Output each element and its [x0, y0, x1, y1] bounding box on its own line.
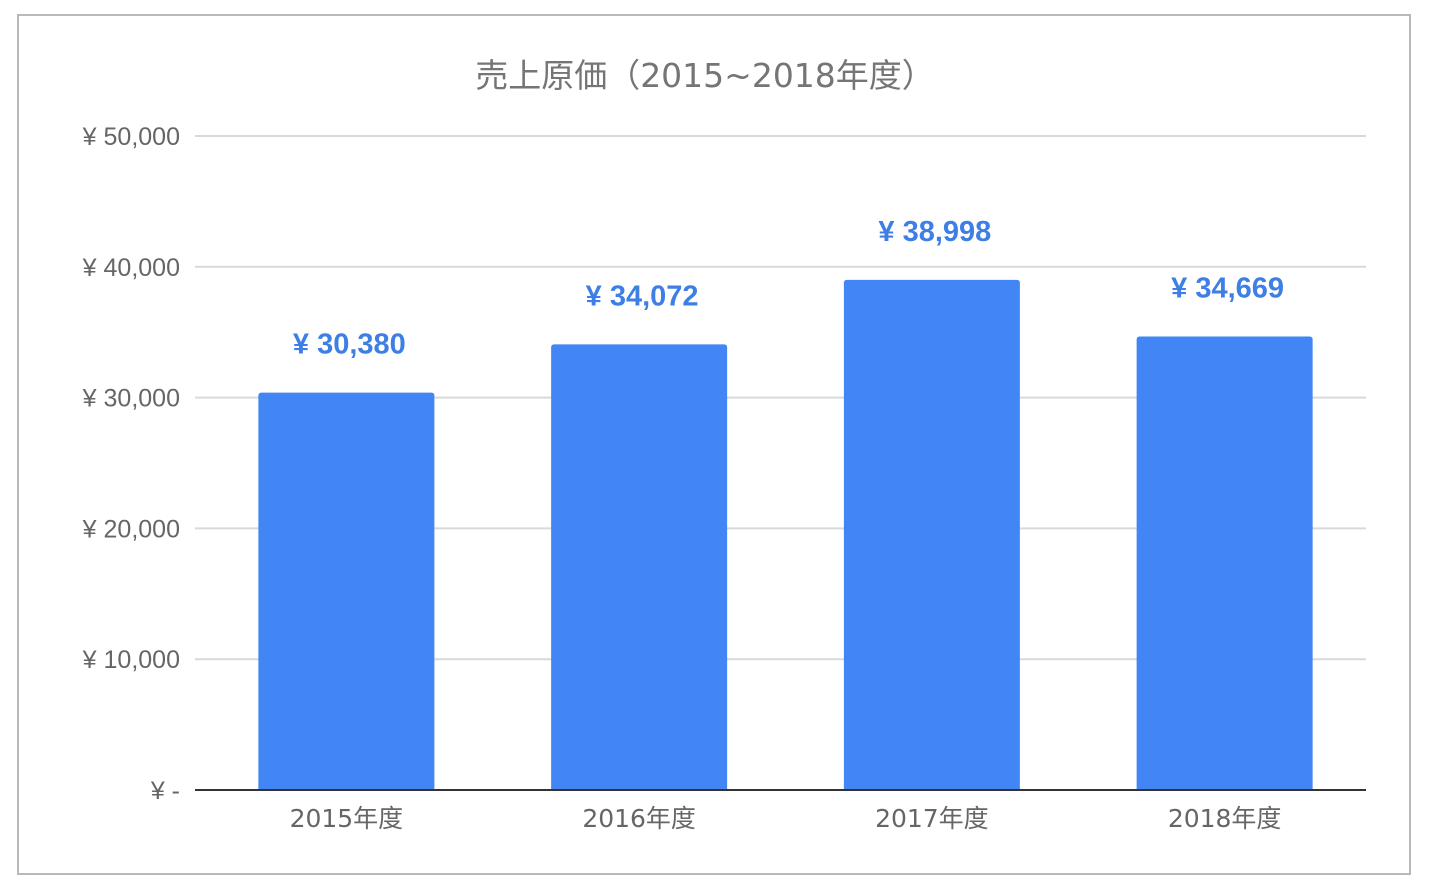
x-tick-label: 2016年度	[582, 804, 696, 833]
y-axis-ticks: ¥ - ¥ 10,000 ¥ 20,000 ¥ 30,000 ¥ 40,000 ¥ 50,…	[82, 123, 180, 805]
bar-value-label: ¥ 30,380	[293, 329, 406, 361]
bar	[1136, 336, 1313, 790]
x-tick-label: 2017年度	[875, 804, 989, 833]
y-tick-label: ¥ -	[150, 777, 180, 805]
bar	[843, 279, 1020, 790]
bars	[258, 279, 1313, 790]
bar-value-label: ¥ 38,998	[878, 216, 991, 248]
bar-value-label: ¥ 34,072	[586, 280, 699, 312]
bar	[551, 344, 728, 790]
y-tick-label: ¥ 30,000	[82, 385, 180, 413]
bar-value-label: ¥ 34,669	[1171, 273, 1284, 305]
x-tick-label: 2015年度	[290, 804, 404, 833]
bar	[258, 392, 435, 790]
y-tick-label: ¥ 10,000	[82, 646, 180, 674]
data-labels: ¥ 30,380 ¥ 34,072 ¥ 38,998 ¥ 34,669	[293, 216, 1284, 361]
chart-title: 売上原価（2015~2018年度）	[475, 56, 935, 95]
y-tick-label: ¥ 20,000	[82, 515, 180, 543]
x-tick-label: 2018年度	[1168, 804, 1282, 833]
x-axis-ticks: 2015年度 2016年度 2017年度 2018年度	[290, 804, 1282, 833]
y-tick-label: ¥ 50,000	[82, 123, 180, 151]
y-tick-label: ¥ 40,000	[82, 254, 180, 282]
